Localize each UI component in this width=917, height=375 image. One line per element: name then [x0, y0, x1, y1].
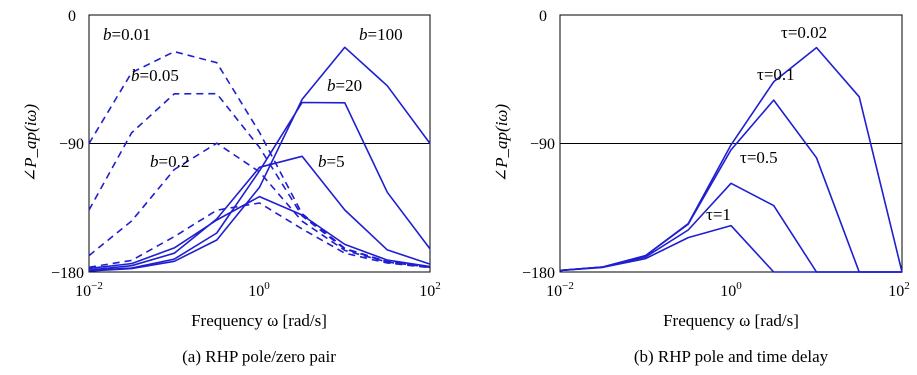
series-line-a-2 [88, 142, 431, 269]
panel-caption: (a) RHP pole/zero pair [182, 347, 336, 366]
series-label: τ=0.1 [757, 65, 795, 84]
panel-b: 0 −90 −180 10−2 100 102 Frequency ω [rad… [492, 8, 910, 366]
ytick-label: −180 [522, 265, 555, 282]
xtick-label: 10−2 [75, 280, 103, 300]
series-b [559, 46, 903, 273]
series-label: b=5 [318, 152, 345, 171]
xtick-label: 100 [720, 280, 742, 300]
series-line-b-3 [559, 224, 902, 273]
series-label: b=100 [359, 25, 403, 44]
xtick-label: 10−2 [546, 280, 574, 300]
ytick-label: 0 [539, 8, 547, 25]
panel-a: 0 −90 −180 10−2 100 102 Frequency ω [rad… [21, 8, 441, 366]
series-label: τ=1 [706, 205, 731, 224]
xtick-label: 102 [419, 280, 441, 300]
y-axis-label: ∠P_ap(iω) [492, 104, 511, 183]
series-label: b=0.2 [150, 152, 189, 171]
ytick-label: −90 [530, 136, 555, 153]
series-label: b=20 [327, 76, 362, 95]
series-line-a-7 [88, 46, 431, 272]
series-label: τ=0.02 [781, 23, 827, 42]
panel-caption: (b) RHP pole and time delay [634, 347, 829, 366]
xtick-label: 102 [888, 280, 910, 300]
y-axis-label: ∠P_ap(iω) [21, 104, 40, 183]
ytick-label: −90 [59, 136, 84, 153]
xtick-label: 100 [248, 280, 270, 300]
series-line-a-3 [88, 202, 431, 269]
x-axis-label: Frequency ω [rad/s] [191, 311, 327, 330]
series-label: b=0.05 [131, 66, 179, 85]
series-a [88, 46, 431, 272]
ytick-label: 0 [68, 8, 76, 25]
series-line-a-4 [88, 195, 431, 270]
series-label: b=0.01 [103, 25, 151, 44]
series-label: τ=0.5 [740, 148, 778, 167]
series-line-a-1 [88, 92, 431, 268]
x-axis-label: Frequency ω [rad/s] [663, 311, 799, 330]
series-line-a-5 [88, 155, 431, 271]
series-line-a-6 [88, 101, 431, 272]
ytick-label: −180 [51, 265, 84, 282]
